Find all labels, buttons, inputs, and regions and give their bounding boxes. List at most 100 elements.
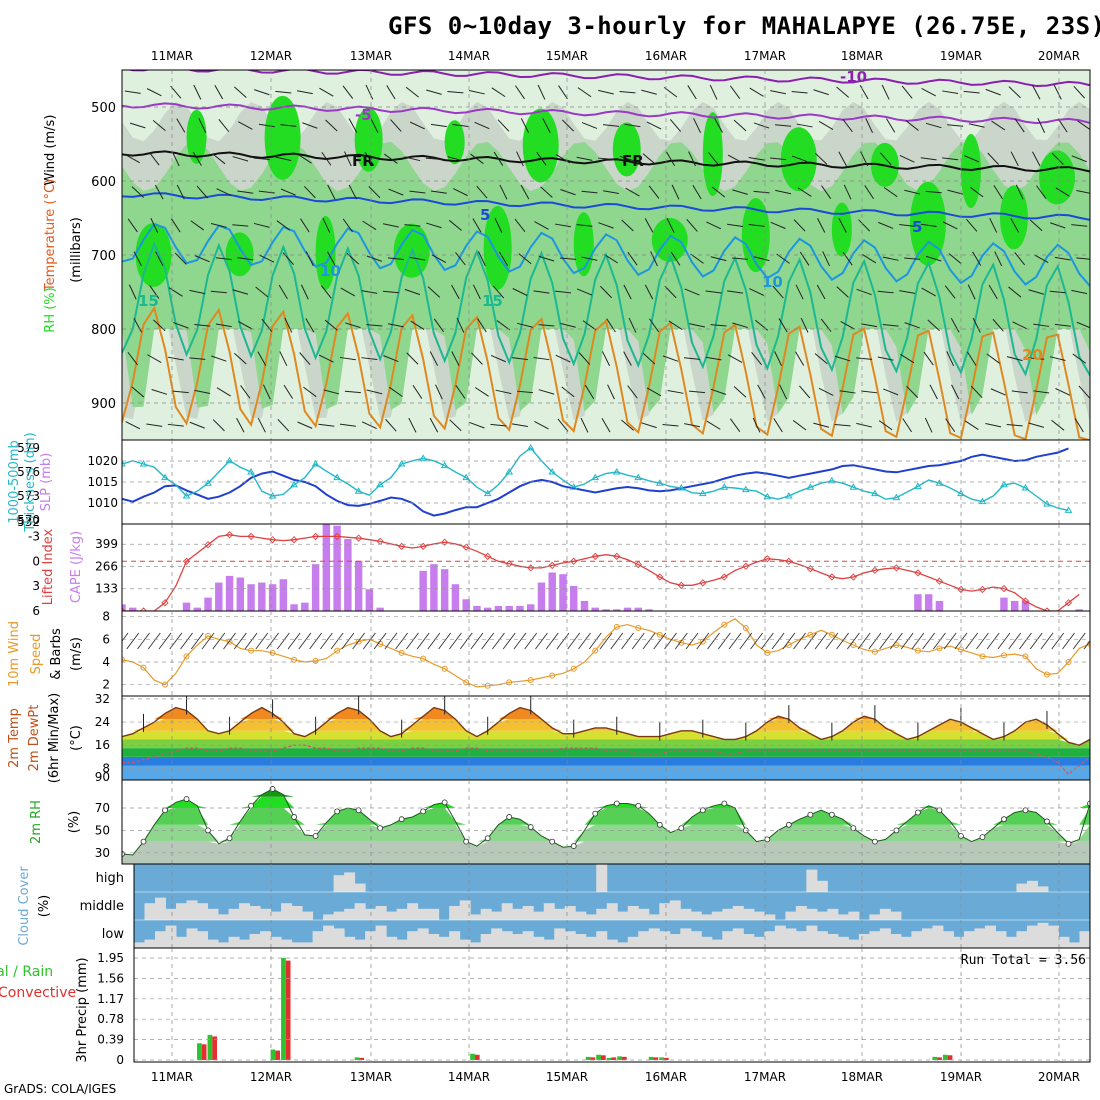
temp-tick-label: 24	[95, 715, 110, 729]
cape-bar	[1000, 597, 1008, 611]
cloud-bar-middle	[260, 908, 272, 920]
wind-barb	[284, 317, 293, 333]
wind-barb	[1054, 256, 1071, 261]
wind-barb	[327, 184, 336, 200]
wind-barb	[598, 89, 614, 95]
wind-barb	[920, 157, 937, 161]
wind-barb	[125, 421, 141, 430]
wind-barb	[1055, 388, 1071, 396]
wind-barb-10m	[578, 632, 591, 650]
wind-barb	[664, 285, 677, 299]
lifted-index-point	[720, 573, 728, 581]
lifted-index-point	[742, 562, 750, 570]
wind-barb	[1033, 323, 1050, 327]
wind-barb	[429, 351, 439, 366]
wind-barb	[152, 119, 166, 132]
wind-barb-10m	[223, 632, 236, 650]
wind-barb	[174, 252, 187, 265]
lifted-index-point	[677, 581, 685, 589]
wind-barb	[843, 184, 852, 200]
wind-barb	[555, 223, 571, 228]
wind-barb	[708, 152, 719, 166]
cape-bar	[258, 582, 266, 611]
wind-barb	[662, 355, 679, 362]
wind-barb	[923, 351, 934, 366]
wind-barb	[133, 251, 142, 267]
wind-barb	[303, 185, 316, 199]
rh-label-unit: (%)	[67, 811, 82, 834]
wind-barb-10m	[255, 632, 269, 650]
cape-bar	[322, 524, 331, 611]
wind-barb	[1074, 418, 1084, 433]
lifted-tick-label: 3	[32, 579, 40, 593]
cloud-bar-middle	[470, 914, 482, 920]
wind-barb	[189, 421, 205, 429]
wind-barb	[963, 90, 980, 94]
wind-barb	[253, 222, 270, 228]
wind-barb	[1071, 224, 1088, 227]
wind-barb	[1036, 185, 1047, 199]
wind-barb	[1049, 356, 1066, 362]
date-label-top: 12MAR	[250, 49, 292, 63]
wind-barb	[813, 422, 829, 428]
cloud-bar-low	[491, 928, 503, 948]
wind-speed-point	[334, 647, 341, 654]
rh-point	[979, 834, 986, 841]
wind-barb	[538, 324, 555, 327]
cloud-bar-low	[218, 942, 230, 948]
footer-credit: GrADS: COLA/IGES	[4, 1082, 117, 1096]
wind-barb	[944, 285, 956, 299]
wind-barb	[277, 419, 290, 432]
precip-bar-total	[942, 1054, 948, 1060]
lifted-index-point	[247, 532, 255, 541]
wind-speed-point	[936, 645, 943, 652]
wind-barb-10m	[954, 632, 968, 650]
wind-barb	[1006, 356, 1023, 362]
rh-point	[140, 838, 147, 845]
wind-barb	[196, 185, 208, 199]
wind-barb	[431, 254, 447, 264]
thickness-point	[483, 489, 492, 497]
cape-bar	[505, 605, 513, 611]
wind-barb	[920, 223, 937, 228]
precip-tick-label: 0.78	[97, 1012, 124, 1026]
cloud-bar-middle	[575, 911, 587, 920]
precip-bar-total	[617, 1056, 622, 1060]
wind-speed-point	[1022, 653, 1029, 660]
thickness-point	[935, 479, 944, 486]
wind-barb-10m	[190, 632, 204, 650]
date-label-top: 13MAR	[350, 49, 392, 63]
wind-barb-10m	[1062, 632, 1075, 650]
cloud-bar-middle	[249, 906, 261, 920]
cloud-bar-low	[417, 928, 429, 948]
wind-speed-point	[484, 682, 491, 689]
wind-speed-point	[914, 647, 921, 654]
cloud-bar-low	[407, 931, 419, 948]
wind-barb	[218, 118, 230, 133]
cloud-bar-middle	[585, 914, 597, 920]
cloud-bar-low	[1037, 922, 1049, 948]
cloud-bar-middle	[659, 903, 671, 920]
rh-point	[484, 835, 491, 842]
cape-bar	[924, 594, 933, 611]
wind-barb-10m	[890, 632, 903, 650]
wind-speed-point	[656, 631, 663, 638]
wind-barb	[625, 187, 640, 197]
cloud-bar-low	[732, 928, 744, 948]
wind-barb	[409, 121, 425, 130]
wind-barb	[1010, 218, 1020, 233]
wind-barb	[598, 222, 614, 229]
wind-barb	[366, 324, 383, 327]
lifted-index-point	[849, 573, 858, 581]
wind-barb	[382, 223, 399, 228]
wind-barb	[791, 90, 808, 94]
wind-barb	[456, 317, 465, 333]
wind-barb	[684, 357, 701, 360]
cloud-bar-low	[911, 931, 923, 948]
cloud-bar-low	[260, 931, 272, 948]
thickness-point	[290, 480, 298, 488]
wind-barb-10m	[685, 632, 699, 650]
lifted-index-point	[268, 536, 277, 544]
wind-barb	[972, 251, 982, 266]
cape-bar	[225, 575, 234, 611]
